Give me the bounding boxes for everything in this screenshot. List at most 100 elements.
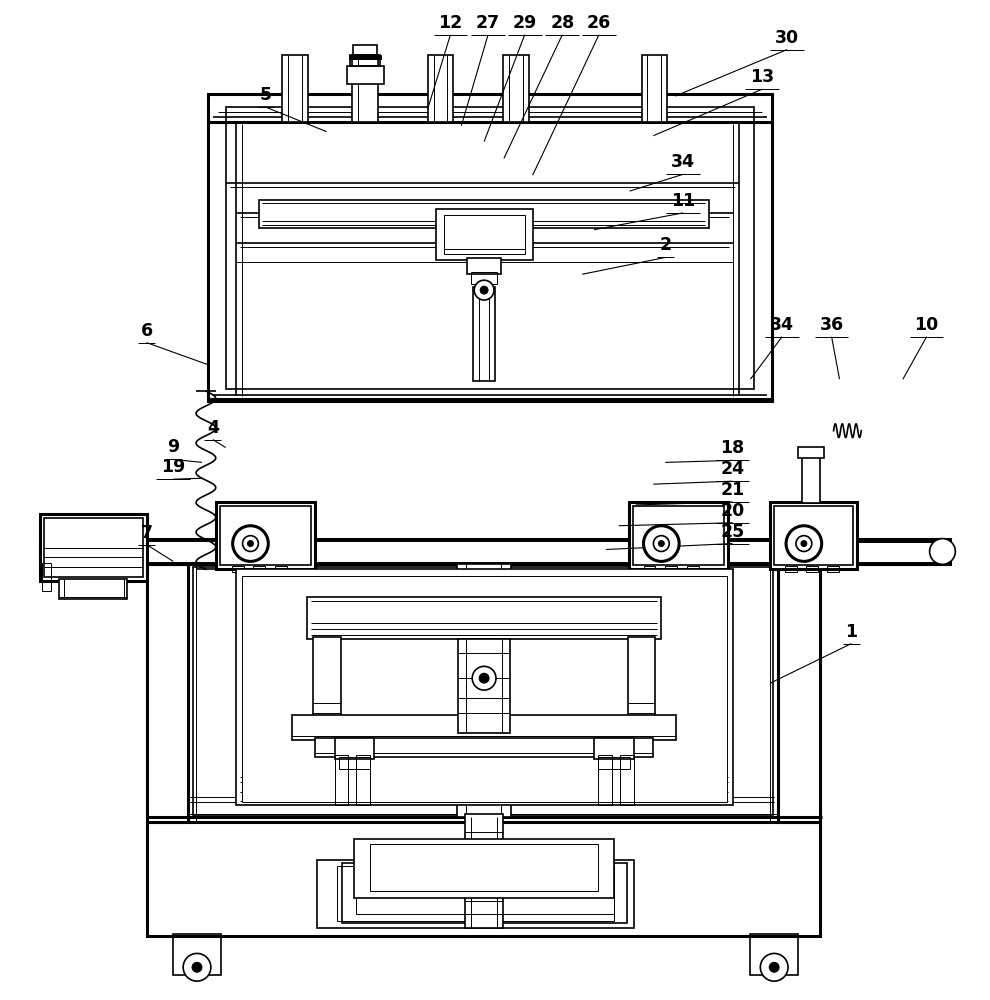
Bar: [444, 215, 525, 254]
Bar: [458, 639, 510, 733]
Circle shape: [801, 541, 807, 547]
Text: 18: 18: [721, 439, 744, 457]
Bar: [349, 54, 381, 59]
Text: 27: 27: [476, 14, 500, 32]
Bar: [436, 209, 533, 260]
Text: 19: 19: [161, 458, 185, 476]
Circle shape: [479, 673, 489, 683]
Text: 11: 11: [671, 192, 695, 210]
Bar: [346, 66, 384, 84]
Bar: [188, 564, 196, 822]
Text: 12: 12: [439, 14, 462, 32]
Circle shape: [796, 536, 812, 551]
Text: 34: 34: [671, 153, 695, 171]
Bar: [457, 564, 511, 817]
Bar: [42, 563, 51, 591]
Bar: [147, 822, 820, 936]
Circle shape: [480, 286, 488, 294]
Bar: [356, 872, 614, 914]
Text: 30: 30: [775, 29, 799, 47]
Circle shape: [233, 526, 268, 561]
Text: 2: 2: [659, 236, 671, 254]
Bar: [44, 518, 143, 577]
Bar: [59, 579, 127, 599]
Circle shape: [183, 953, 211, 981]
Text: 7: 7: [141, 524, 152, 542]
Bar: [353, 45, 377, 54]
Text: 29: 29: [513, 14, 537, 32]
Bar: [594, 738, 634, 759]
Bar: [216, 502, 315, 569]
Bar: [339, 757, 370, 769]
Bar: [335, 755, 348, 805]
Bar: [253, 566, 265, 572]
Bar: [292, 715, 676, 740]
Bar: [370, 844, 598, 891]
Bar: [785, 566, 797, 572]
Bar: [337, 866, 614, 921]
Circle shape: [760, 953, 788, 981]
Circle shape: [644, 526, 679, 561]
Bar: [620, 755, 634, 805]
Bar: [806, 566, 818, 572]
Bar: [147, 564, 188, 822]
Text: 6: 6: [141, 322, 152, 340]
Bar: [307, 597, 661, 639]
Text: 1: 1: [845, 623, 857, 641]
Bar: [350, 55, 380, 66]
Text: 25: 25: [721, 523, 744, 541]
Bar: [342, 863, 627, 923]
Bar: [774, 506, 853, 565]
Circle shape: [243, 536, 258, 551]
Bar: [802, 455, 820, 503]
Bar: [629, 502, 728, 569]
Circle shape: [192, 962, 202, 972]
Bar: [665, 566, 677, 572]
Bar: [770, 564, 778, 822]
Bar: [633, 506, 724, 565]
Bar: [208, 94, 772, 401]
Bar: [428, 55, 453, 122]
Circle shape: [474, 280, 494, 300]
Text: 13: 13: [750, 68, 774, 86]
Bar: [642, 55, 667, 122]
Text: 4: 4: [207, 419, 219, 437]
Text: 21: 21: [721, 481, 744, 499]
Bar: [598, 755, 612, 805]
Circle shape: [472, 666, 496, 690]
Bar: [687, 566, 699, 572]
Text: 34: 34: [770, 316, 794, 334]
Circle shape: [658, 541, 664, 547]
Bar: [598, 757, 630, 769]
Text: 26: 26: [587, 14, 611, 32]
Bar: [356, 755, 370, 805]
Bar: [857, 540, 948, 564]
Bar: [193, 567, 773, 815]
Bar: [628, 637, 655, 718]
Bar: [259, 200, 709, 228]
Bar: [465, 814, 503, 928]
Bar: [352, 55, 378, 122]
Bar: [232, 566, 244, 572]
Text: 36: 36: [820, 316, 843, 334]
Bar: [750, 934, 798, 975]
Bar: [40, 539, 950, 564]
Bar: [147, 564, 820, 817]
Text: 28: 28: [550, 14, 574, 32]
Bar: [770, 502, 857, 569]
Bar: [275, 566, 287, 572]
Bar: [827, 566, 839, 572]
Text: 24: 24: [721, 460, 744, 478]
Circle shape: [786, 526, 822, 561]
Bar: [40, 514, 147, 581]
Circle shape: [653, 536, 669, 551]
Bar: [644, 566, 655, 572]
Circle shape: [930, 539, 955, 564]
Bar: [317, 860, 634, 928]
Bar: [503, 55, 529, 122]
Bar: [173, 934, 221, 975]
Circle shape: [248, 541, 253, 547]
Bar: [778, 564, 820, 822]
Bar: [335, 738, 374, 759]
Bar: [798, 447, 824, 458]
